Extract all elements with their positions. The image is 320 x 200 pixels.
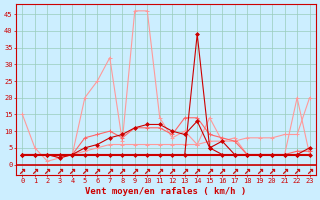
- X-axis label: Vent moyen/en rafales ( km/h ): Vent moyen/en rafales ( km/h ): [85, 187, 247, 196]
